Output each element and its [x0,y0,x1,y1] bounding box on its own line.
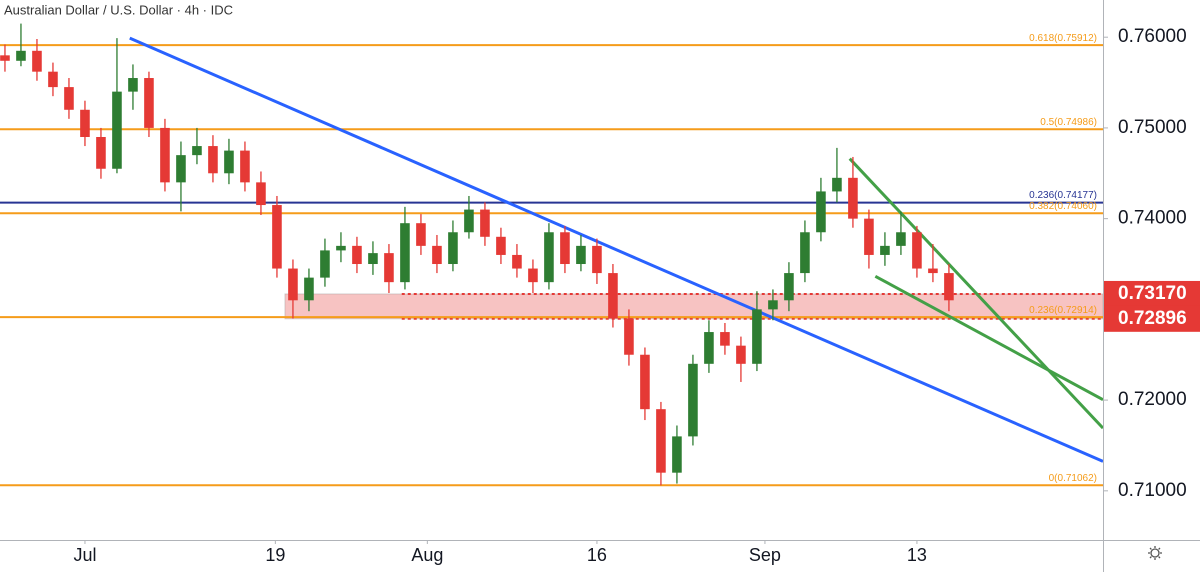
candle-body [704,332,714,364]
candle-body [560,232,570,265]
x-tick-label: Jul [73,545,96,565]
candle-body [864,218,874,255]
trendline [874,274,1104,402]
candle-body [576,245,586,265]
x-tick-label: 13 [907,545,927,565]
price-tag-box [1104,305,1200,332]
y-tick-label: 0.75000 [1118,117,1187,138]
support-zone [284,293,1104,320]
candle-body [448,232,458,265]
candle-body [624,318,634,355]
candle-body [784,273,794,301]
candle-body [672,436,682,473]
candle-body [464,209,474,233]
candle-body [816,191,826,233]
fib-level-label: 0.618(0.75912) [1029,33,1097,44]
candle-body [192,146,202,156]
candle-body [688,363,698,437]
candle-body [912,232,922,269]
candle-body [16,50,26,61]
candle-body [176,155,186,183]
fib-level-label: 0.236(0.72914) [1029,305,1097,316]
y-tick-label: 0.76000 [1118,26,1187,47]
candle-body [80,109,90,137]
candle-body [240,150,250,183]
candle-body [640,354,650,410]
candle-body [496,236,506,255]
candle-body [304,277,314,301]
candle-body [64,87,74,110]
y-tick-label: 0.71000 [1118,480,1187,501]
candle-body [272,205,282,269]
candle-body [352,245,362,265]
candle-body [96,136,106,169]
chart-title: Australian Dollar / U.S. Dollar · 4h · I… [4,2,233,17]
candle-body [608,273,618,319]
candle-body [752,309,762,364]
candle-body [592,245,602,274]
fib-level-label: 0.5(0.74986) [1040,117,1097,128]
price-tag-label: 0.73170 [1118,283,1187,304]
candle-body [768,300,778,310]
y-tick-label: 0.74000 [1118,208,1187,229]
candle-body [336,245,346,251]
candle-body [144,78,154,128]
candle-body [736,345,746,364]
candle-body [384,253,394,283]
y-tick-label: 0.72000 [1118,389,1187,410]
candle-body [0,55,10,61]
fib-level-label: 0(0.71062) [1049,473,1097,484]
x-tick-label: Sep [749,545,781,565]
candle-body [544,232,554,283]
x-tick-label: 19 [265,545,285,565]
price-tag-label: 0.72896 [1118,308,1187,329]
candle-body [128,78,138,92]
candle-body [224,150,234,174]
plot: 0.618(0.75912) 0.5(0.74986) 0.236(0.74177)… [0,23,1105,487]
candle-body [896,232,906,246]
candle-body [256,182,266,206]
candle-body [480,209,490,237]
candle-body [512,254,522,269]
x-tick-label: Aug [411,545,443,565]
candle-body [48,71,58,88]
candle-body [160,127,170,183]
candle-body [416,223,426,246]
candle-body [208,146,218,174]
candle-body [848,177,858,219]
price-tag: 0.73170 [1104,280,1200,307]
candle-body [32,50,42,72]
trendline [848,157,1105,430]
x-tick-label: 16 [587,545,607,565]
settings-icon[interactable] [1148,546,1162,560]
candle-body [720,332,730,346]
candle-body [400,223,410,283]
price-tag-box [1104,280,1200,307]
fib-level-label: 0.236(0.74177) [1029,190,1097,201]
candle-body [432,245,442,265]
candle-body [112,91,122,169]
candle-body [928,268,938,274]
trendline [129,36,1104,463]
candle-body [880,245,890,255]
candle-body [656,409,666,473]
candle-body [800,232,810,274]
candle-body [944,273,954,301]
candle-body [832,177,842,192]
candle-body [320,250,330,278]
candle-body [368,253,378,265]
candle-body [528,268,538,283]
candle-body [288,268,298,301]
fib-level-label: 0.382(0.74060) [1029,201,1097,212]
price-tag: 0.72896 [1104,305,1200,332]
